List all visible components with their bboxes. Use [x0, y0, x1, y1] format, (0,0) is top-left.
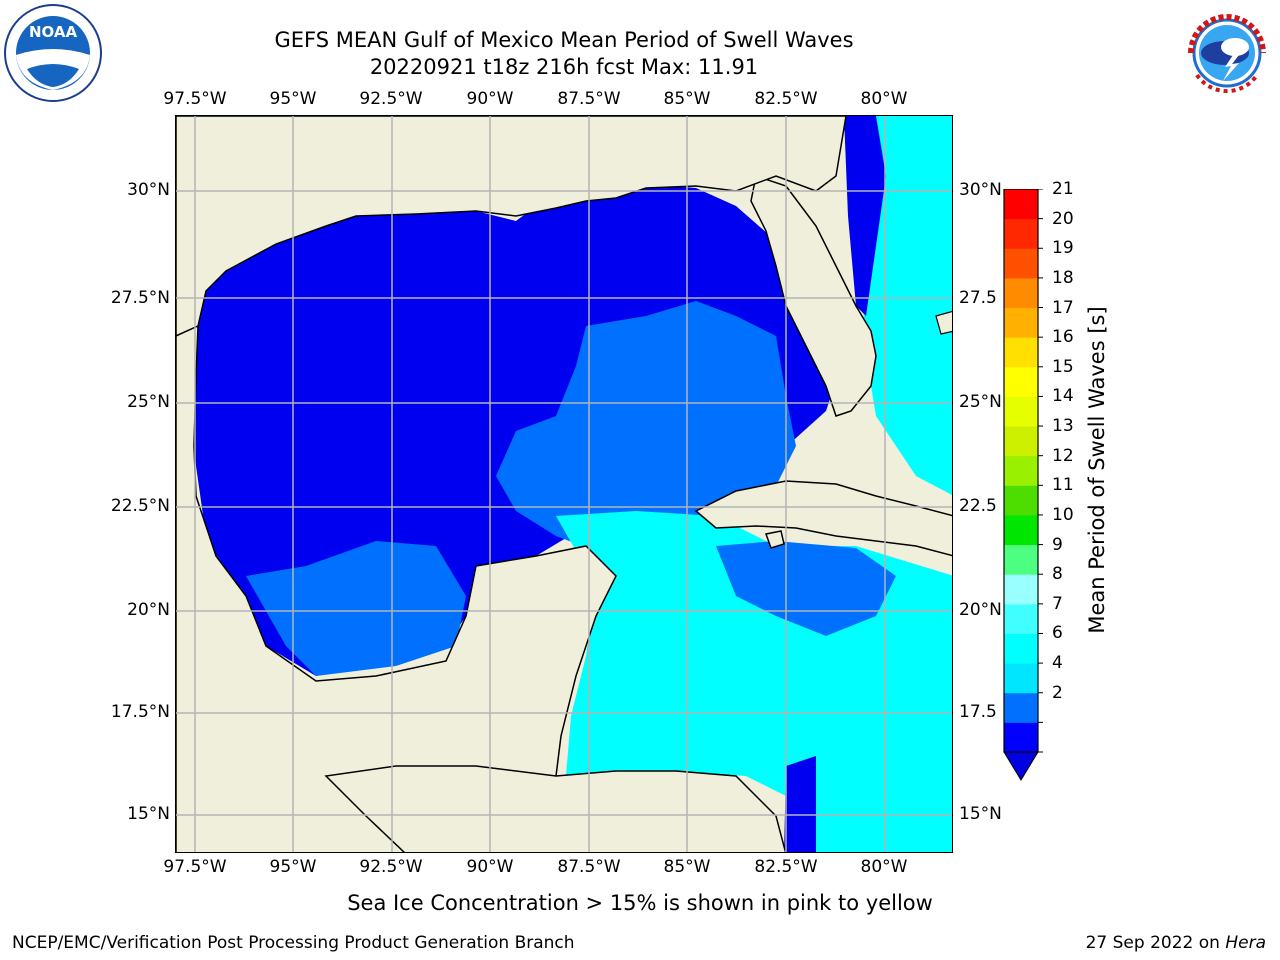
lat-tick-right: 15°N: [959, 804, 1002, 824]
colorbar-label: 4: [1052, 653, 1063, 674]
caribbean-water-blue: [784, 756, 816, 852]
colorbar-label: 8: [1052, 564, 1063, 585]
lat-tick-left: 17.5°N: [110, 702, 170, 722]
graticule: [176, 116, 952, 852]
lon-tick-bottom: 82.5°W: [754, 857, 818, 877]
sea-ice-note: Sea Ice Concentration > 15% is shown in …: [347, 891, 933, 915]
isla-de-la-juventud-land: [765, 530, 785, 549]
caribbean-water-blue: [716, 541, 896, 636]
us-gulf-coast-land: [176, 116, 847, 337]
lon-tick-bottom: 80°W: [860, 857, 908, 877]
lon-tick-bottom: 87.5°W: [557, 857, 621, 877]
colorbar-label: 12: [1052, 445, 1074, 466]
lon-tick-bottom: 85°W: [663, 857, 711, 877]
lat-tick-right: 30°N: [959, 180, 1002, 200]
footer-credit: NCEP/EMC/Verification Post Processing Pr…: [12, 933, 575, 953]
colorbar-label: 6: [1052, 623, 1063, 644]
chart-subtitle: 20220921 t18z 216h fcst Max: 11.91: [369, 55, 759, 79]
lon-tick-top: 95°W: [269, 89, 317, 109]
footer-host: Hera: [1225, 933, 1266, 953]
map-panel: [175, 115, 953, 853]
lon-tick-bottom: 97.5°W: [163, 857, 227, 877]
lat-tick-left: 15°N: [127, 804, 170, 824]
colorbar-segment: [1004, 366, 1038, 397]
lat-tick-left: 27.5°N: [110, 288, 170, 308]
gulf-water-blue: [246, 541, 466, 676]
footer-date-text: 27 Sep 2022 on: [1085, 933, 1220, 953]
colorbar-segment: [1004, 396, 1038, 427]
colorbar-title: Mean Period of Swell Waves [s]: [1085, 306, 1109, 634]
colorbar-segment: [1004, 426, 1038, 457]
lat-tick-left: 20°N: [127, 600, 170, 620]
colorbar-segment: [1004, 663, 1038, 694]
lat-tick-right: 25°N: [959, 392, 1002, 412]
colorbar-segment: [1004, 692, 1038, 723]
colorbar-label: 2: [1052, 682, 1063, 703]
lon-tick-top: 87.5°W: [557, 89, 621, 109]
lon-tick-top: 85°W: [663, 89, 711, 109]
colorbar-label: 17: [1052, 297, 1074, 318]
colorbar-segment: [1004, 218, 1038, 249]
colorbar-label: 14: [1052, 386, 1074, 407]
colorbar-segment: [1004, 722, 1038, 753]
colorbar: [1003, 189, 1043, 781]
lon-tick-top: 80°W: [860, 89, 908, 109]
colorbar-segment: [1004, 189, 1038, 220]
lon-tick-top: 90°W: [466, 89, 514, 109]
lat-tick-right: 22.5: [959, 496, 997, 516]
chart-title: GEFS MEAN Gulf of Mexico Mean Period of …: [274, 28, 854, 52]
noaa-logo: NOAA: [4, 4, 102, 102]
lat-tick-right: 20°N: [959, 600, 1002, 620]
colorbar-segment: [1004, 307, 1038, 338]
colorbar-label: 21: [1052, 179, 1074, 199]
colorbar-segment: [1004, 514, 1038, 546]
colorbar-label: 9: [1052, 534, 1063, 555]
colorbar-label: 19: [1052, 238, 1074, 259]
colorbar-segment: [1004, 574, 1038, 605]
lon-tick-bottom: 90°W: [466, 857, 514, 877]
colorbar-label: 7: [1052, 593, 1063, 614]
colorbar-segment: [1004, 248, 1038, 279]
colorbar-segment: [1004, 485, 1038, 516]
colorbar-under-arrow: [1003, 751, 1039, 781]
colorbar-segment: [1004, 455, 1038, 486]
colorbar-segment: [1004, 544, 1038, 575]
colorbar-label: 18: [1052, 267, 1074, 288]
lon-tick-top: 82.5°W: [754, 89, 818, 109]
colorbar-label: 10: [1052, 504, 1074, 525]
lat-tick-left: 30°N: [127, 180, 170, 200]
cuba-land: [694, 480, 952, 557]
colorbar-label: 11: [1052, 475, 1074, 496]
lat-tick-left: 22.5°N: [110, 496, 170, 516]
colorbar-frame: [1003, 189, 1039, 753]
gulf-water-blue: [496, 301, 796, 551]
colorbar-label: 15: [1052, 356, 1074, 377]
lat-tick-left: 25°N: [127, 392, 170, 412]
lat-tick-right: 27.5: [959, 288, 997, 308]
national-weather-service-logo: [1180, 6, 1274, 100]
lon-tick-bottom: 92.5°W: [359, 857, 423, 877]
lon-tick-top: 97.5°W: [163, 89, 227, 109]
svg-text:NOAA: NOAA: [29, 23, 78, 41]
colorbar-label: 20: [1052, 208, 1074, 229]
colorbar-segment: [1004, 633, 1038, 664]
footer-date: 27 Sep 2022 on Hera: [1086, 933, 1266, 953]
colorbar-label: 13: [1052, 416, 1074, 437]
atlantic-water-blue: [844, 116, 886, 316]
florida-land: [750, 175, 877, 417]
colorbar-segment: [1004, 337, 1038, 368]
bahamas-land: [935, 310, 952, 335]
lon-tick-top: 92.5°W: [359, 89, 423, 109]
colorbar-label: 16: [1052, 327, 1074, 348]
lon-tick-bottom: 95°W: [269, 857, 317, 877]
central-america-land: [324, 765, 787, 852]
lat-tick-right: 17.5: [959, 702, 997, 722]
colorbar-segment: [1004, 603, 1038, 634]
colorbar-segment: [1004, 277, 1038, 309]
